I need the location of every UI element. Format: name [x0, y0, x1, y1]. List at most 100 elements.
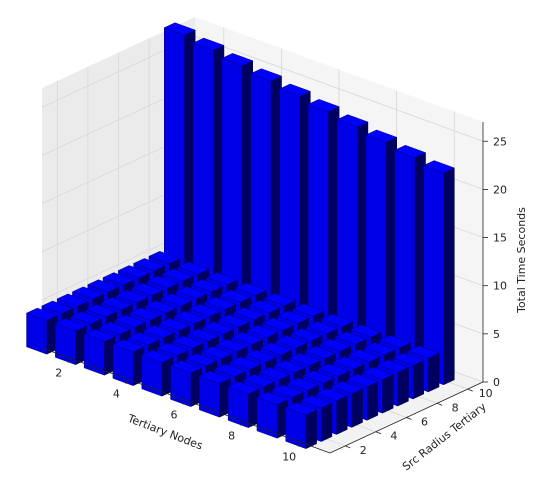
bar-top — [71, 286, 104, 300]
bar-top — [173, 310, 206, 324]
bar-top — [271, 384, 304, 398]
bar-side — [397, 366, 409, 407]
y-tick — [436, 402, 443, 406]
bar-top — [332, 356, 365, 370]
bar-top — [273, 360, 306, 373]
bar — [285, 402, 318, 450]
bar — [365, 129, 398, 365]
bar-top — [278, 83, 311, 97]
bar-top — [112, 339, 145, 353]
bar-top — [219, 289, 252, 303]
bar-top — [115, 289, 149, 303]
bar-top — [392, 352, 425, 366]
z-tick-label: 15 — [493, 232, 507, 245]
x-tick-label: 2 — [55, 367, 62, 380]
bar-top — [231, 331, 264, 345]
bar-top — [129, 307, 162, 321]
bar — [25, 307, 59, 355]
y-tick — [375, 431, 382, 435]
z-grid-back — [194, 35, 484, 142]
x-tick — [182, 400, 187, 405]
bar-side — [382, 374, 394, 414]
bar-top — [144, 300, 177, 314]
bar-top — [248, 300, 281, 314]
bar-top — [259, 342, 293, 356]
z-tick-label: 25 — [493, 135, 507, 148]
bar-top — [349, 324, 383, 338]
x-tick — [67, 358, 72, 363]
bar-top — [204, 296, 237, 310]
bar-top — [331, 381, 364, 394]
bar-top — [361, 366, 394, 380]
bar — [394, 144, 427, 375]
bar-top — [87, 279, 120, 293]
bar — [83, 328, 116, 376]
bar-top — [256, 391, 289, 405]
bar-top — [334, 331, 367, 345]
x-tick — [240, 421, 244, 426]
bar-front — [250, 73, 272, 323]
bar-top — [98, 321, 131, 335]
bar-top — [232, 307, 266, 321]
bar-top — [302, 370, 335, 384]
x-axis-label: Tertiary Nodes — [125, 412, 205, 453]
bar-top — [131, 282, 164, 296]
bar — [163, 22, 196, 291]
bar-side — [366, 381, 379, 421]
z-tick-label: 20 — [493, 183, 507, 196]
bar-top — [300, 395, 333, 409]
bar-top — [321, 314, 354, 327]
bar-top — [148, 251, 181, 264]
y-tick-label: 10 — [479, 387, 493, 400]
z-tick-label: 10 — [493, 280, 507, 293]
y-tick-label: 4 — [390, 430, 397, 443]
bar-top — [275, 335, 308, 349]
bar-top — [407, 345, 440, 359]
y-tick — [345, 445, 351, 449]
bar-top — [142, 325, 176, 339]
bar-side — [351, 388, 363, 428]
bar-top — [221, 53, 254, 66]
y-tick-label: 6 — [421, 416, 428, 429]
bar-top — [185, 353, 218, 367]
bar — [221, 53, 254, 312]
bar-top — [348, 349, 381, 363]
bar-top — [292, 303, 325, 317]
bar-side — [336, 395, 348, 435]
bar-side — [443, 167, 455, 386]
z-tick-label: 0 — [493, 376, 500, 389]
bar-top — [277, 310, 310, 324]
bar-top — [229, 356, 262, 370]
bar-top — [187, 328, 220, 342]
bar — [112, 339, 145, 387]
bar-top — [422, 160, 455, 174]
bar — [192, 37, 225, 302]
bar-top — [175, 286, 208, 300]
bar-top — [202, 321, 235, 335]
bar-top — [171, 335, 204, 349]
bar-top — [85, 304, 118, 318]
bar-top — [263, 293, 296, 306]
bar-front — [164, 27, 185, 291]
bar — [169, 360, 203, 408]
bar-top — [365, 129, 398, 143]
bar-top — [56, 293, 89, 307]
x-tick-label: 8 — [228, 430, 235, 443]
bar — [141, 349, 174, 397]
bar-top — [117, 265, 150, 279]
bar-top — [336, 114, 369, 128]
bar-top — [163, 22, 196, 36]
bar-top — [394, 144, 427, 158]
bar-top — [141, 349, 174, 363]
bar-top — [102, 272, 135, 286]
bar-top — [258, 367, 291, 381]
bar-top — [315, 388, 348, 402]
x-tick-label: 10 — [282, 451, 296, 464]
bar-top — [127, 332, 160, 346]
bar-top — [214, 363, 247, 377]
y-tick — [406, 417, 412, 420]
bars — [25, 22, 455, 450]
bar-top — [363, 342, 396, 356]
bar-top — [288, 352, 321, 366]
